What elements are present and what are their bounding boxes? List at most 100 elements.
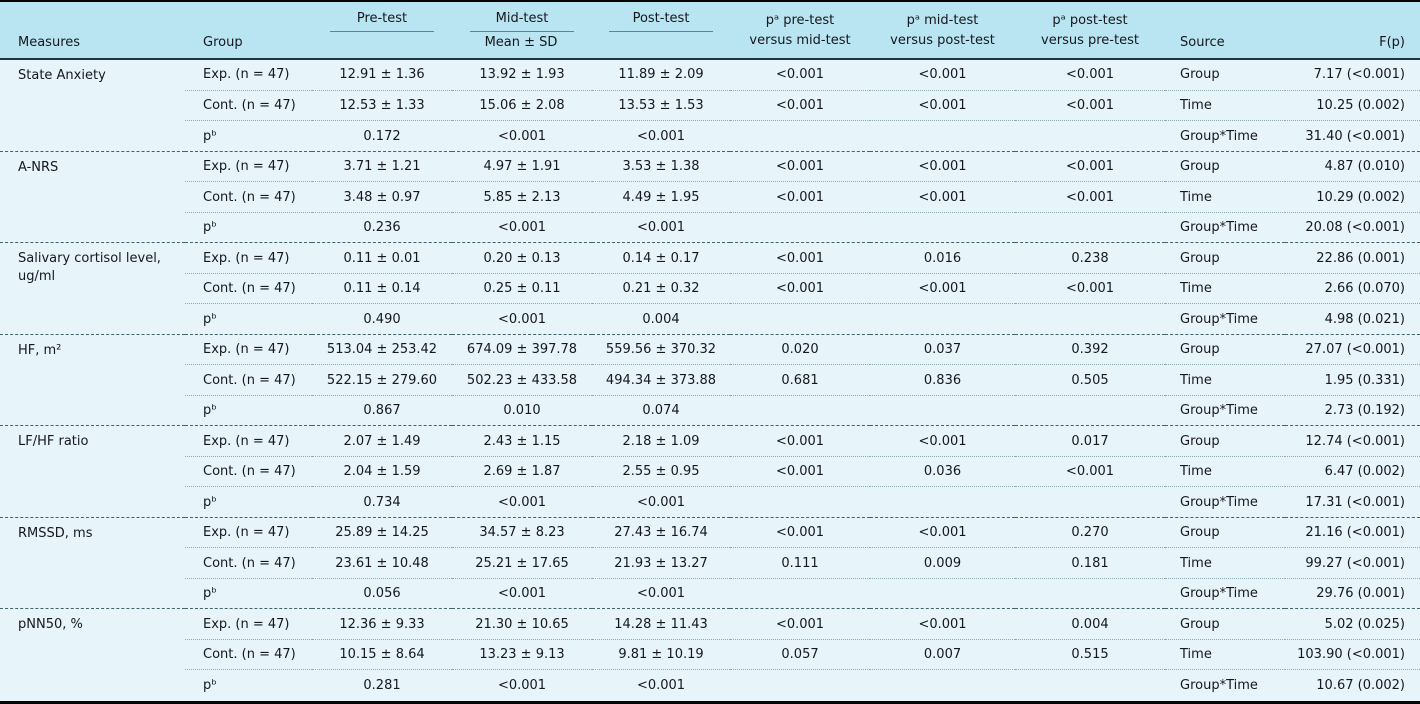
pretest-value-cell: 3.48 ± 0.97 bbox=[312, 181, 452, 213]
table-row: RMSSD, ms Exp. (n = 47) 25.89 ± 14.25 34.57… bbox=[0, 516, 1420, 609]
midtest-value-cell: 13.92 ± 1.93 bbox=[452, 59, 592, 91]
pretest-value-cell: 0.281 bbox=[312, 669, 452, 703]
pretest-value-cell: 23.61 ± 10.48 bbox=[312, 547, 452, 579]
midtest-value-cell: 0.25 ± 0.11 bbox=[452, 272, 592, 304]
p-post-vs-pre-cell: 0.392 bbox=[1015, 333, 1165, 365]
f-p-cell: 103.90 (<0.001) bbox=[1285, 638, 1420, 670]
midtest-underline bbox=[470, 30, 574, 32]
p-post-vs-pre-cell: 0.004 bbox=[1015, 608, 1165, 640]
midtest-value-cell: 2.69 ± 1.87 bbox=[452, 455, 592, 487]
pretest-value-cell: 0.056 bbox=[312, 577, 452, 609]
p-mid-vs-post-cell: 0.007 bbox=[870, 638, 1015, 670]
p-post-vs-pre-cell: 0.505 bbox=[1015, 364, 1165, 396]
col-header-mean-sd: Mean ± SD bbox=[312, 35, 730, 59]
p-mid-vs-post-cell: <0.001 bbox=[870, 516, 1015, 548]
posttest-label: Post-test bbox=[632, 11, 690, 26]
source-cell: Group*Time bbox=[1165, 120, 1285, 152]
f-p-cell: 2.66 (0.070) bbox=[1285, 272, 1420, 304]
table-row: pᵇ 0.056 <0.001 <0.001 Group*Time 29.76 (0.00… bbox=[0, 577, 1420, 609]
posttest-value-cell: <0.001 bbox=[592, 669, 730, 703]
p-mid-vs-post-cell: <0.001 bbox=[870, 150, 1015, 182]
midtest-value-cell: <0.001 bbox=[452, 577, 592, 609]
table-row: Cont. (n = 47) 3.48 ± 0.97 5.85 ± 2.13 4.49… bbox=[0, 181, 1420, 213]
p-post-vs-pre-cell bbox=[1015, 486, 1165, 518]
f-p-cell: 5.02 (0.025) bbox=[1285, 608, 1420, 640]
midtest-value-cell: <0.001 bbox=[452, 669, 592, 703]
pretest-value-cell: 12.36 ± 9.33 bbox=[312, 608, 452, 640]
source-cell: Group*Time bbox=[1165, 577, 1285, 609]
f-p-cell: 99.27 (<0.001) bbox=[1285, 547, 1420, 579]
posttest-value-cell: 3.53 ± 1.38 bbox=[592, 150, 730, 182]
posttest-value-cell: <0.001 bbox=[592, 577, 730, 609]
group-cell: pᵇ bbox=[185, 394, 312, 426]
pretest-value-cell: 25.89 ± 14.25 bbox=[312, 516, 452, 548]
group-cell: Exp. (n = 47) bbox=[185, 608, 312, 640]
table-row: pᵇ 0.490 <0.001 0.004 Group*Time 4.98 (0.021) bbox=[0, 303, 1420, 335]
source-cell: Time bbox=[1165, 638, 1285, 670]
pretest-value-cell: 0.236 bbox=[312, 211, 452, 243]
f-p-cell: 20.08 (<0.001) bbox=[1285, 211, 1420, 243]
col-header-pretest: Pre-test bbox=[312, 1, 452, 35]
posttest-value-cell: 14.28 ± 11.43 bbox=[592, 608, 730, 640]
p-post-vs-pre-cell: <0.001 bbox=[1015, 181, 1165, 213]
posttest-value-cell: 27.43 ± 16.74 bbox=[592, 516, 730, 548]
posttest-underline bbox=[609, 30, 713, 32]
pretest-value-cell: 2.07 ± 1.49 bbox=[312, 425, 452, 457]
pretest-value-cell: 0.734 bbox=[312, 486, 452, 518]
f-p-cell: 12.74 (<0.001) bbox=[1285, 425, 1420, 457]
midtest-value-cell: <0.001 bbox=[452, 303, 592, 335]
f-p-cell: 2.73 (0.192) bbox=[1285, 394, 1420, 426]
p-pre-vs-mid-cell: 0.111 bbox=[730, 547, 870, 579]
pretest-value-cell: 0.11 ± 0.01 bbox=[312, 242, 452, 274]
f-p-cell: 22.86 (0.001) bbox=[1285, 242, 1420, 274]
p-mid-vs-post-cell: <0.001 bbox=[870, 89, 1015, 121]
posttest-value-cell: 0.21 ± 0.32 bbox=[592, 272, 730, 304]
group-cell: pᵇ bbox=[185, 577, 312, 609]
table-row: Cont. (n = 47) 23.61 ± 10.48 25.21 ± 17.65… bbox=[0, 547, 1420, 579]
posttest-value-cell: <0.001 bbox=[592, 120, 730, 152]
col-header-midtest: Mid-test bbox=[452, 1, 592, 35]
p-post-vs-pre-cell bbox=[1015, 577, 1165, 609]
posttest-value-cell: <0.001 bbox=[592, 211, 730, 243]
measure-label: RMSSD, ms bbox=[0, 516, 185, 609]
p-post-vs-pre-cell bbox=[1015, 669, 1165, 703]
f-p-cell: 10.29 (0.002) bbox=[1285, 181, 1420, 213]
measure-label: LF/HF ratio bbox=[0, 425, 185, 518]
p-post-vs-pre-cell: 0.270 bbox=[1015, 516, 1165, 548]
f-p-cell: 4.98 (0.021) bbox=[1285, 303, 1420, 335]
col-header-p-mid-vs-post: pᵃ mid-test versus post-test bbox=[870, 1, 1015, 59]
f-p-cell: 6.47 (0.002) bbox=[1285, 455, 1420, 487]
source-cell: Group bbox=[1165, 516, 1285, 548]
pretest-value-cell: 522.15 ± 279.60 bbox=[312, 364, 452, 396]
group-cell: pᵇ bbox=[185, 211, 312, 243]
p-pre-vs-mid-cell bbox=[730, 486, 870, 518]
group-cell: Exp. (n = 47) bbox=[185, 333, 312, 365]
source-cell: Time bbox=[1165, 181, 1285, 213]
p-mid-vs-post-cell: 0.836 bbox=[870, 364, 1015, 396]
source-cell: Time bbox=[1165, 547, 1285, 579]
p-pre-vs-mid-cell: 0.057 bbox=[730, 638, 870, 670]
p-mid-vs-post-cell bbox=[870, 669, 1015, 703]
f-p-cell: 10.67 (0.002) bbox=[1285, 669, 1420, 703]
p-pre-vs-mid-cell bbox=[730, 577, 870, 609]
group-cell: pᵇ bbox=[185, 120, 312, 152]
f-p-cell: 1.95 (0.331) bbox=[1285, 364, 1420, 396]
group-cell: Cont. (n = 47) bbox=[185, 89, 312, 121]
source-cell: Group*Time bbox=[1165, 394, 1285, 426]
midtest-value-cell: <0.001 bbox=[452, 486, 592, 518]
p-post-vs-pre-cell: <0.001 bbox=[1015, 272, 1165, 304]
col-header-posttest: Post-test bbox=[592, 1, 730, 35]
p-pre-vs-mid-cell: <0.001 bbox=[730, 181, 870, 213]
source-cell: Group bbox=[1165, 59, 1285, 91]
source-cell: Group bbox=[1165, 242, 1285, 274]
posttest-value-cell: <0.001 bbox=[592, 486, 730, 518]
midtest-value-cell: 34.57 ± 8.23 bbox=[452, 516, 592, 548]
midtest-value-cell: 0.20 ± 0.13 bbox=[452, 242, 592, 274]
midtest-value-cell: <0.001 bbox=[452, 211, 592, 243]
f-p-cell: 29.76 (0.001) bbox=[1285, 577, 1420, 609]
p-post-vs-pre-cell: <0.001 bbox=[1015, 59, 1165, 91]
p-pre-vs-mid-cell: <0.001 bbox=[730, 242, 870, 274]
table-row: pᵇ 0.281 <0.001 <0.001 Group*Time 10.67 (0.00… bbox=[0, 669, 1420, 703]
midtest-value-cell: 5.85 ± 2.13 bbox=[452, 181, 592, 213]
p-pre-vs-mid-cell: <0.001 bbox=[730, 59, 870, 91]
